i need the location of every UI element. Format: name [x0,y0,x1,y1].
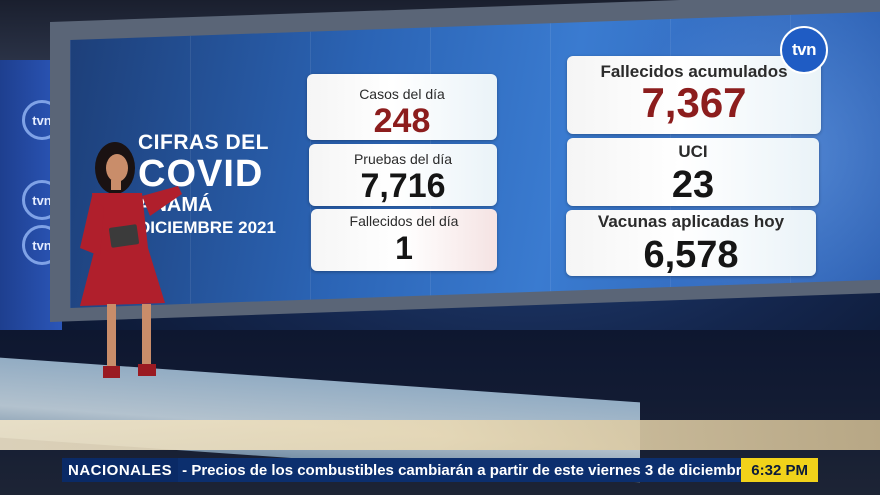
presenter-sleeve [142,186,182,216]
presenter-leg [142,304,151,364]
stat-label: Fallecidos del día [349,213,459,229]
title-line-2: COVID [138,153,264,195]
stat-value: 6,578 [643,234,739,276]
channel-logo: tvn [780,26,828,74]
presenter-leg [107,304,116,366]
ticker-headline: - Precios de los combustibles cambiarán … [182,461,742,479]
presenter-sleeve [80,196,104,256]
studio-floor-light [0,420,880,450]
presenter-figure [80,142,182,378]
presenter-face [106,154,128,182]
presenter-tablet [109,224,139,248]
title-line-4: DICIEMBRE 2021 [138,218,276,237]
stat-card-vaccines: Vacunas aplicadas hoy 6,578 [566,210,816,276]
ticker-time: 6:32 PM [741,458,818,482]
stat-value: 7,367 [641,79,747,126]
stat-label: UCI [678,142,708,161]
stat-card-tests: Pruebas del día 7,716 [309,144,497,206]
presenter-neck [111,180,121,190]
stat-label: Pruebas del día [353,151,453,167]
stat-card-cases: Casos del día 248 [307,74,497,140]
stat-label: Casos del día [359,86,445,102]
presenter-shoe [103,366,120,378]
stat-value: 1 [395,230,413,266]
stat-label: Fallecidos acumulados [600,62,788,81]
stat-value: 7,716 [360,167,446,205]
stat-value: 248 [373,102,431,140]
presenter-shoe [138,364,156,376]
ticker-section: NACIONALES [62,458,179,482]
stat-card-deaths-day: Fallecidos del día 1 [311,209,497,271]
news-ticker: NACIONALES - Precios de los combustibles… [62,458,818,482]
stat-card-icu: UCI 23 [567,138,819,206]
title-line-1: CIFRAS DEL [138,131,269,154]
stat-card-deaths-total: Fallecidos acumulados 7,367 [567,56,821,134]
stat-value: 23 [671,164,715,206]
stat-label: Vacunas aplicadas hoy [597,212,785,231]
